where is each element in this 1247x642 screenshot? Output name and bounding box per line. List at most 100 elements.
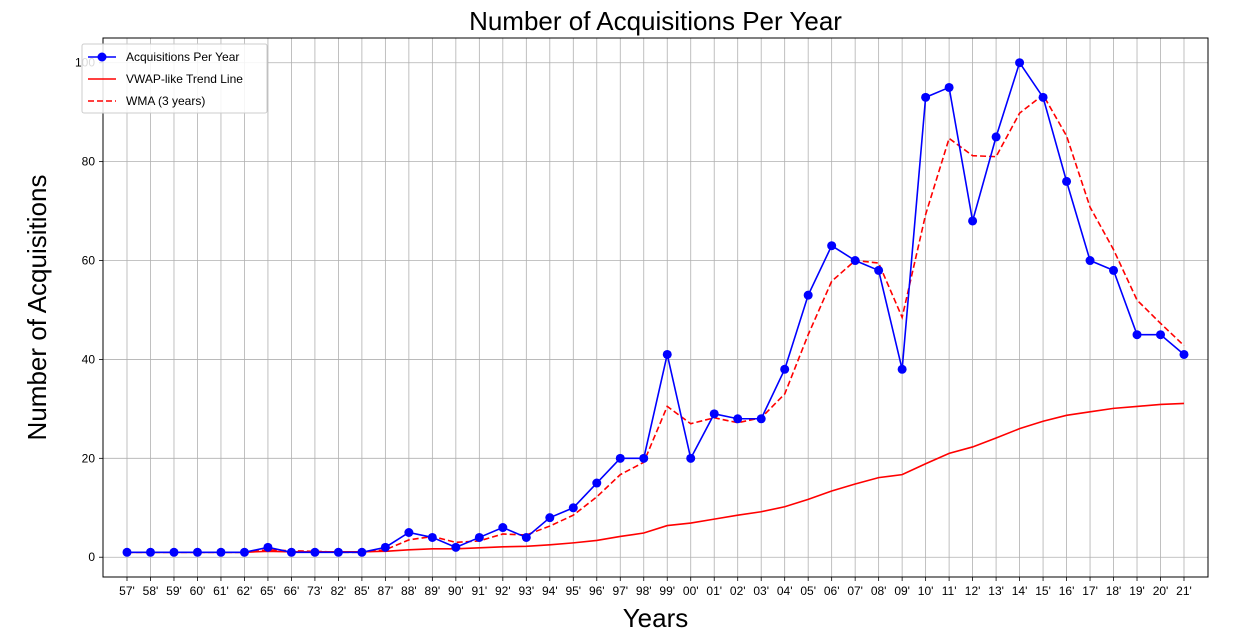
x-tick-label: 60' (190, 584, 206, 598)
x-tick-label: 00' (683, 584, 699, 598)
data-point (521, 532, 531, 542)
data-point (1085, 256, 1095, 266)
x-axis-label: Years (623, 603, 689, 633)
data-point (169, 547, 179, 557)
data-point (850, 256, 860, 266)
data-point (1156, 330, 1166, 340)
legend-marker (97, 52, 107, 62)
x-tick-label: 94' (542, 584, 558, 598)
x-tick-label: 90' (448, 584, 464, 598)
data-point (545, 513, 555, 523)
x-tick-label: 99' (659, 584, 675, 598)
data-point (122, 547, 132, 557)
x-tick-label: 10' (918, 584, 934, 598)
x-tick-label: 13' (988, 584, 1004, 598)
x-tick-label: 09' (894, 584, 910, 598)
data-point (803, 290, 813, 300)
data-point (286, 547, 296, 557)
data-point (568, 503, 578, 513)
x-tick-label: 14' (1012, 584, 1028, 598)
x-tick-label: 03' (753, 584, 769, 598)
x-tick-label: 96' (589, 584, 605, 598)
x-tick-label: 08' (871, 584, 887, 598)
data-point (1132, 330, 1142, 340)
data-point (404, 527, 414, 537)
data-point (615, 453, 625, 463)
data-point (592, 478, 602, 488)
data-point (451, 542, 461, 552)
data-point (427, 532, 437, 542)
x-tick-label: 06' (824, 584, 840, 598)
data-point (944, 82, 954, 92)
x-tick-label: 21' (1176, 584, 1192, 598)
x-tick-label: 05' (800, 584, 816, 598)
data-point (662, 349, 672, 359)
y-tick-label: 0 (88, 550, 95, 564)
data-point (827, 241, 837, 251)
x-tick-label: 61' (213, 584, 229, 598)
data-point (733, 414, 743, 424)
x-tick-label: 95' (565, 584, 581, 598)
plot-frame (102, 37, 1209, 578)
x-tick-label: 07' (847, 584, 863, 598)
data-point (686, 453, 696, 463)
data-point (780, 364, 790, 374)
data-point (1015, 58, 1025, 68)
data-point (1062, 176, 1072, 186)
legend: Acquisitions Per Year VWAP-like Trend Lin… (81, 43, 268, 114)
data-point (474, 532, 484, 542)
legend-box (81, 43, 268, 114)
grid (103, 38, 1208, 577)
x-tick-label: 98' (636, 584, 652, 598)
data-point (897, 364, 907, 374)
y-tick-label: 60 (82, 254, 96, 268)
series-line-vwap-like-trend-line (127, 402, 1185, 554)
x-tick-label: 16' (1059, 584, 1075, 598)
x-tick-label: 88' (401, 584, 417, 598)
data-point (310, 547, 320, 557)
y-tick-label: 80 (82, 155, 96, 169)
data-point (1109, 265, 1119, 275)
x-tick-label: 97' (612, 584, 628, 598)
x-tick-label: 18' (1106, 584, 1122, 598)
data-point (498, 523, 508, 533)
data-point (333, 547, 343, 557)
legend-label: WMA (3 years) (126, 94, 205, 108)
chart-title: Number of Acquisitions Per Year (469, 6, 842, 36)
x-tick-label: 04' (777, 584, 793, 598)
data-point (192, 547, 202, 557)
x-tick-label: 20' (1153, 584, 1169, 598)
x-tick-label: 02' (730, 584, 746, 598)
data-point (380, 542, 390, 552)
data-point (145, 547, 155, 557)
y-axis-label: Number of Acquisitions (22, 175, 52, 441)
x-tick-label: 11' (942, 584, 957, 598)
legend-label: Acquisitions Per Year (126, 50, 239, 64)
data-point (874, 265, 884, 275)
y-tick-label: 20 (82, 451, 96, 465)
data-point (921, 92, 931, 102)
x-tick-label: 62' (237, 584, 253, 598)
series-line-acquisitions-per-year (127, 60, 1185, 554)
data-point (639, 453, 649, 463)
x-tick-label: 12' (965, 584, 981, 598)
series-layer (122, 58, 1189, 557)
x-tick-label: 58' (143, 584, 159, 598)
data-point (1038, 92, 1048, 102)
x-tick-label: 89' (425, 584, 441, 598)
x-tick-label: 85' (354, 584, 370, 598)
axis-ticks: 57' 58' 59' 60' 61' 62' 65' 66' 73' 82' 85' 87' 88' 8… (75, 56, 1192, 598)
data-point (239, 547, 249, 557)
x-tick-label: 17' (1082, 584, 1098, 598)
y-tick-label: 40 (82, 352, 96, 366)
x-tick-label: 82' (331, 584, 347, 598)
data-point (263, 542, 273, 552)
x-tick-label: 01' (706, 584, 722, 598)
x-tick-label: 19' (1129, 584, 1145, 598)
data-point (357, 547, 367, 557)
x-tick-label: 66' (284, 584, 300, 598)
data-point (968, 216, 978, 226)
x-tick-label: 65' (260, 584, 276, 598)
